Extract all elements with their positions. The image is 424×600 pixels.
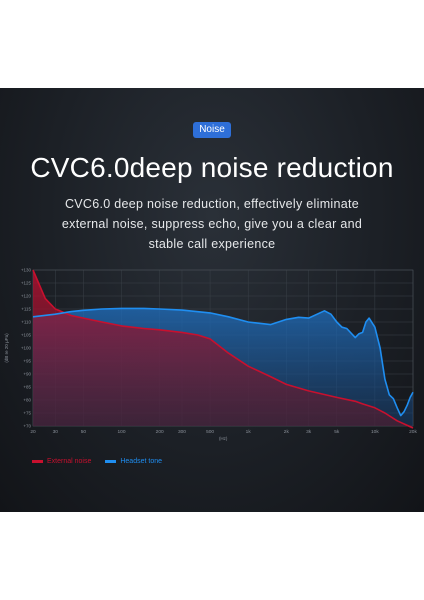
y-tick-label: +85 — [23, 385, 31, 390]
x-tick-label: 1k — [246, 429, 252, 435]
x-tick-label: 100 — [118, 429, 126, 435]
area-external-noise — [33, 270, 413, 426]
feature-panel: Noise CVC6.0deep noise reduction CVC6.0 … — [0, 88, 424, 512]
x-tick-label: 500 — [206, 429, 214, 435]
x-tick-label: 3k — [306, 429, 312, 435]
x-tick-label: 5k — [334, 429, 340, 435]
y-axis-ticks: +130 +125 +120 +115 +110 +105 +100 +95 +90 +85 +80… — [21, 268, 32, 429]
y-tick-label: +110 — [21, 320, 31, 325]
x-tick-label: 20k — [409, 429, 417, 435]
x-tick-label: 50 — [81, 429, 87, 435]
legend-item-external: External noise — [32, 458, 91, 465]
legend-label-headset: Headset tone — [120, 458, 163, 465]
description-line: stable call experience — [148, 237, 276, 251]
frequency-response-chart: +130 +125 +120 +115 +110 +105 +100 +95 +90 +85 +80… — [4, 268, 417, 441]
description-line: external noise, suppress echo, give you … — [61, 217, 363, 231]
legend-label-external: External noise — [47, 458, 92, 465]
y-tick-label: +115 — [21, 307, 31, 312]
x-tick-label: 30 — [53, 429, 59, 435]
y-axis-label: (dB re 20 μPa) — [4, 333, 9, 363]
line-headset-tone — [32, 307, 414, 417]
x-axis-ticks: 20 30 50 100 200 300 500 1k 2k 3k 5k 10k 20k — [30, 429, 417, 435]
y-tick-label: +125 — [21, 281, 32, 286]
description: CVC6.0 deep noise reduction, effectively… — [40, 194, 384, 254]
x-tick-label: 20 — [30, 429, 36, 435]
y-tick-label: +75 — [23, 411, 31, 416]
y-tick-label: +105 — [21, 333, 32, 338]
y-tick-label: +100 — [21, 346, 32, 351]
x-tick-label: 2k — [284, 429, 290, 435]
y-tick-label: +95 — [23, 359, 31, 364]
y-tick-label: +130 — [21, 268, 32, 273]
x-axis-label: (Hz) — [219, 436, 228, 441]
legend-swatch-headset — [105, 460, 117, 463]
legend-item-headset: Headset tone — [105, 458, 162, 465]
line-external-noise — [32, 269, 414, 429]
y-tick-label: +80 — [23, 398, 31, 403]
chart-lines — [32, 269, 414, 429]
chart-legend: External noise Headset tone — [32, 458, 172, 465]
y-tick-label: +70 — [23, 424, 31, 429]
description-line: CVC6.0 deep noise reduction, effectively… — [64, 197, 360, 211]
legend-swatch-external — [32, 460, 43, 463]
chart-fills — [33, 270, 413, 426]
x-tick-label: 300 — [178, 429, 186, 435]
y-tick-label: +120 — [21, 294, 32, 299]
page-title: CVC6.0deep noise reduction — [30, 152, 394, 183]
x-tick-label: 10k — [371, 429, 379, 435]
noise-badge: Noise — [193, 122, 231, 138]
x-tick-label: 200 — [156, 429, 164, 435]
y-tick-label: +90 — [23, 372, 31, 377]
